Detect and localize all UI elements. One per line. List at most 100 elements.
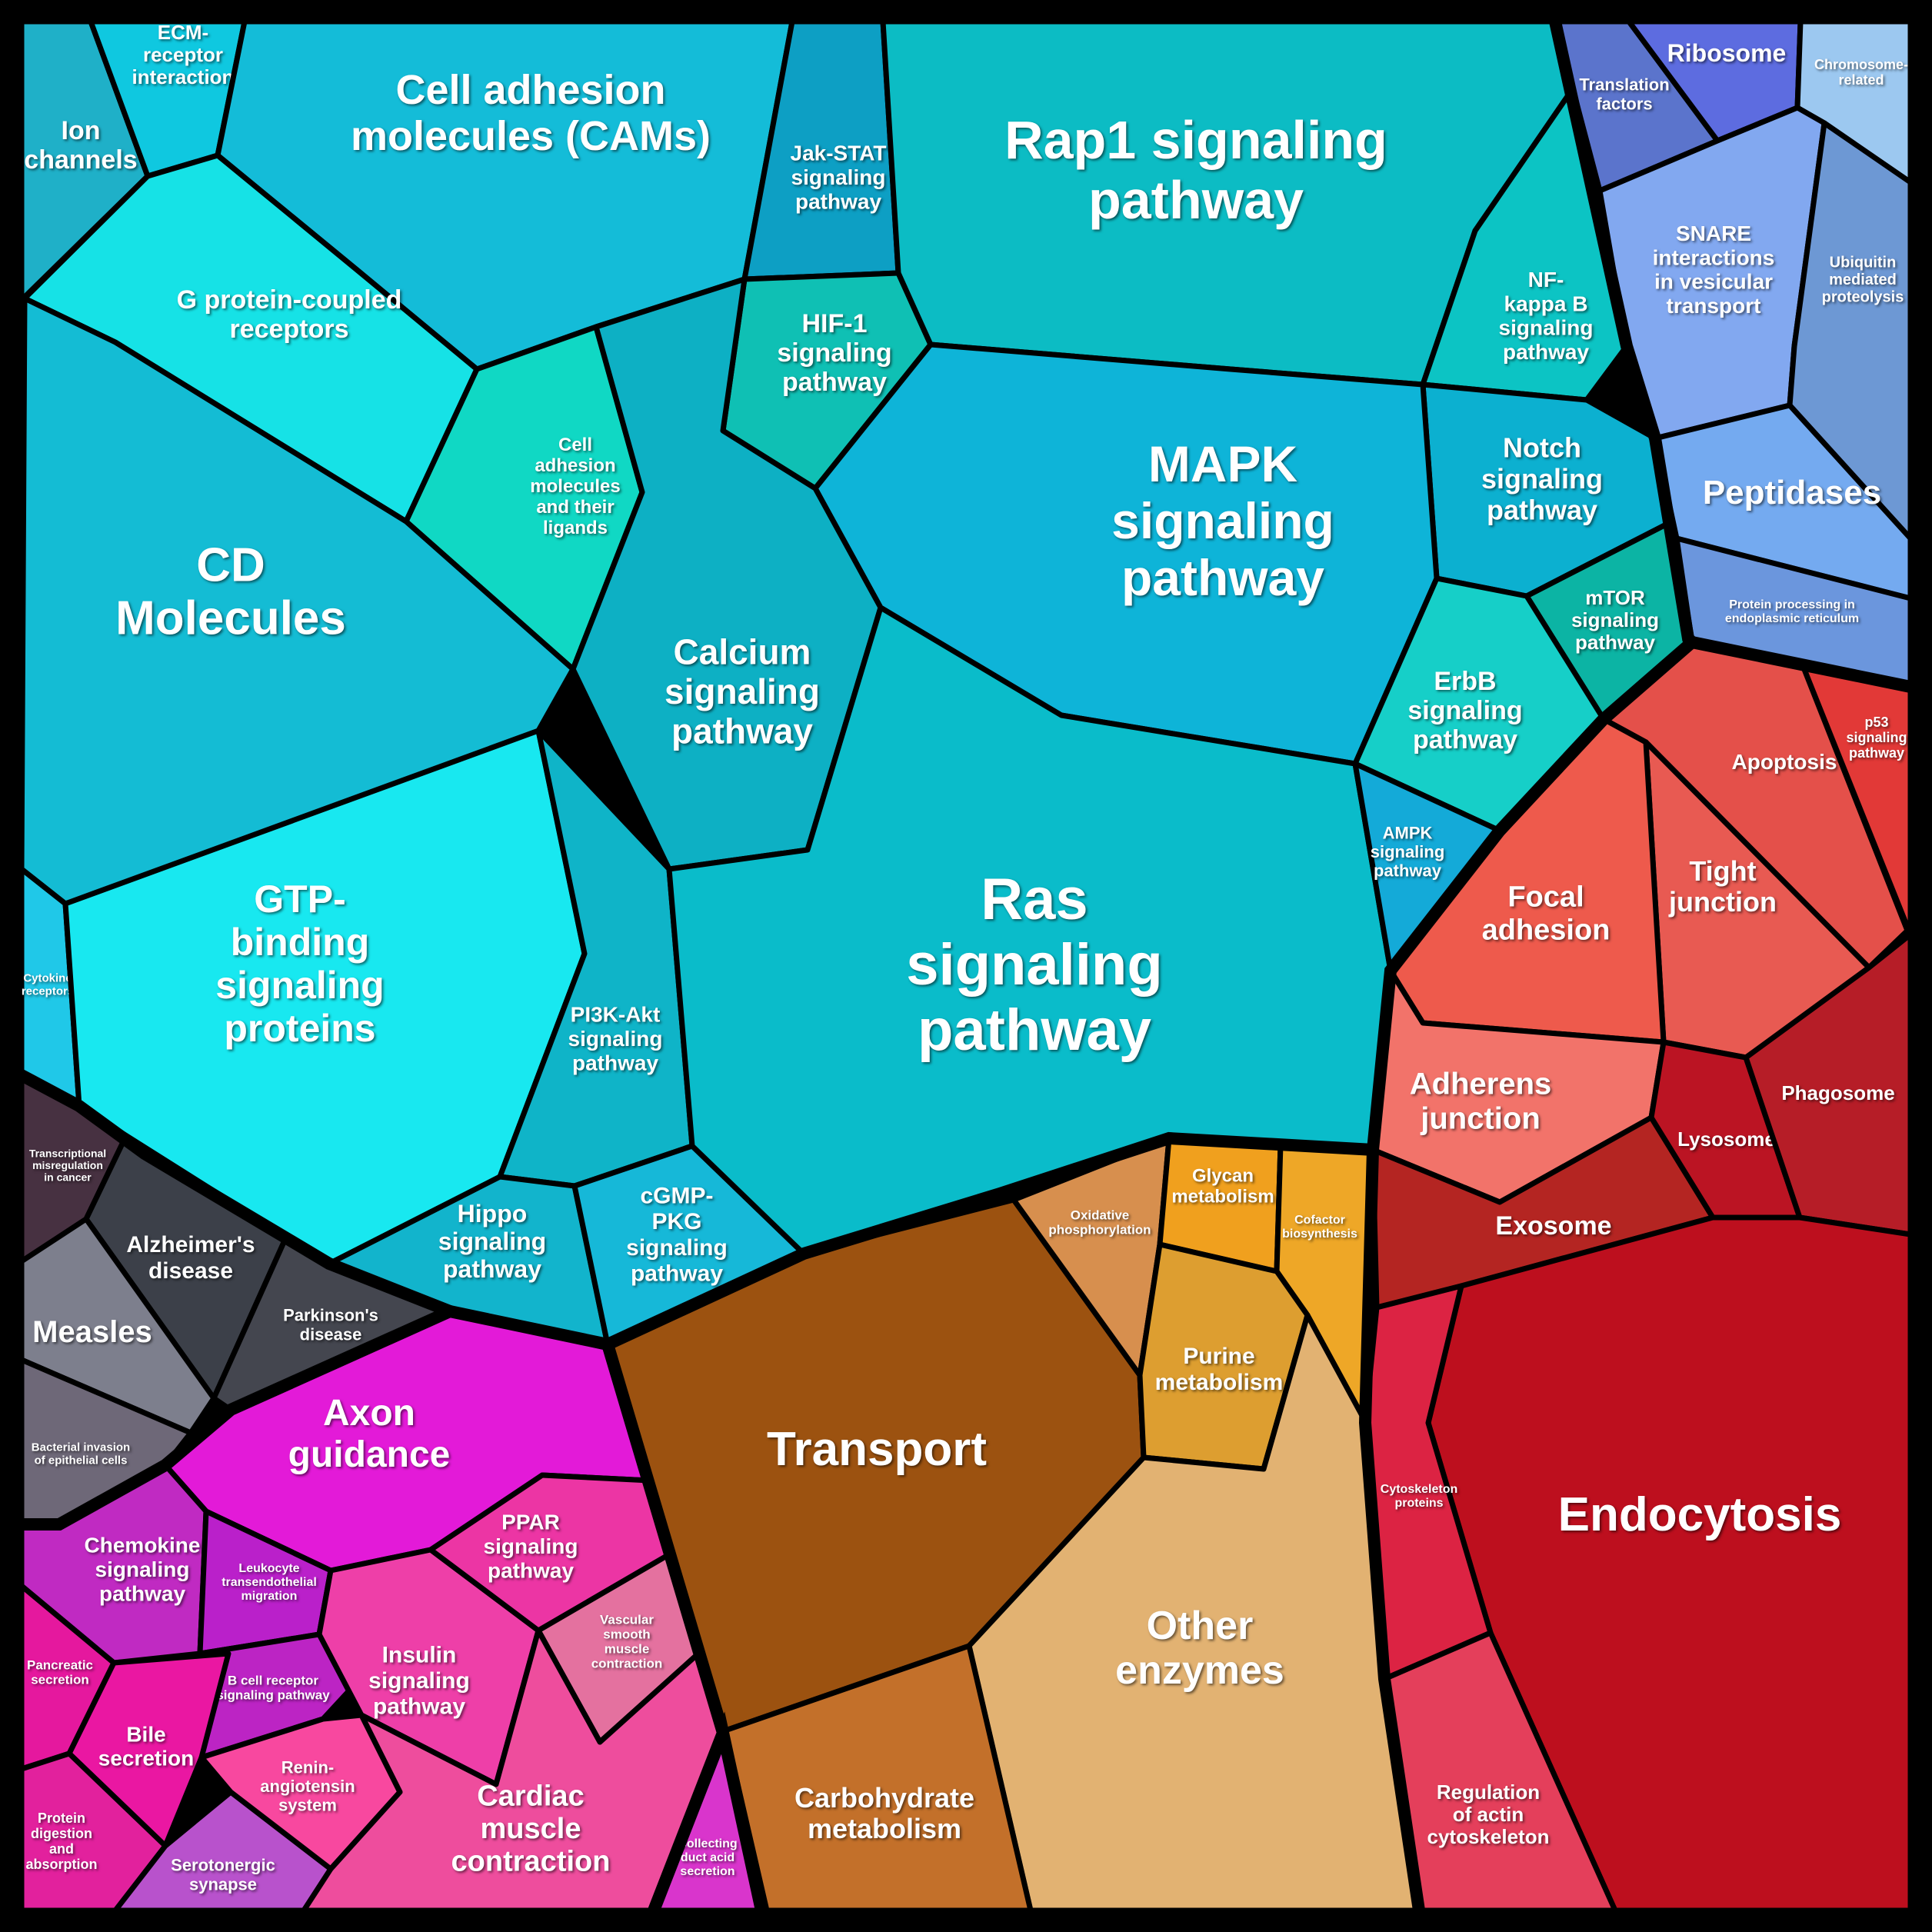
p53-label: p53 signaling pathway	[1846, 715, 1907, 761]
b-cell-receptor-label: B cell receptor signaling pathway	[216, 1673, 330, 1702]
group-boundary	[1367, 636, 1698, 1156]
cell-erbb[interactable]: ErbB signaling pathway	[1352, 575, 1607, 834]
bile-secretion-region[interactable]	[66, 1651, 232, 1849]
regulation-actin-cytoskeleton-label: Regulation of actin cytoskeleton	[1427, 1780, 1550, 1848]
cell-notch[interactable]: Notch signaling pathway	[1420, 381, 1672, 599]
cell-glycan-metabolism[interactable]: Glycan metabolism	[1157, 1135, 1284, 1274]
apoptosis-label: Apoptosis	[1732, 750, 1837, 774]
measles-label: Measles	[32, 1315, 152, 1349]
axon-guidance-label: Axon guidance	[288, 1393, 451, 1475]
erbb-label: ErbB signaling pathway	[1407, 667, 1522, 754]
endocytosis-label: Endocytosis	[1558, 1488, 1842, 1541]
transcriptional-misregulation-cancer-label: Transcriptional misregulation in cancer	[29, 1147, 106, 1183]
jak-stat-label: Jak-STAT signaling pathway	[791, 142, 887, 214]
ecm-receptor-interaction-label: ECM-receptor interaction	[132, 21, 235, 88]
group-boundary	[1686, 636, 1917, 693]
group-boundary	[601, 1131, 1379, 1351]
insulin-label: Insulin signaling pathway	[368, 1642, 470, 1719]
hif-1-label: HIF-1 signaling pathway	[777, 309, 891, 397]
transport-label: Transport	[767, 1423, 987, 1476]
cell-cardiac-muscle[interactable]: Cardiac muscle contraction	[301, 1627, 728, 1914]
chemokine-label: Chemokine signaling pathway	[85, 1534, 201, 1606]
phagosome-label: Phagosome	[1781, 1081, 1894, 1104]
cell-chemokine[interactable]: Chemokine signaling pathway	[18, 1462, 209, 1666]
mtor-label: mTOR signaling pathway	[1571, 586, 1659, 654]
hippo-label: Hippo signaling pathway	[438, 1200, 546, 1283]
group-boundary	[601, 1338, 729, 1739]
alzheimers-disease-label: Alzheimer's disease	[126, 1232, 255, 1284]
ribosome-label: Ribosome	[1667, 39, 1787, 67]
renin-angiotensin-label: Renin-angiotensin system	[260, 1757, 355, 1814]
gtp-binding-signaling-proteins-label: GTP-binding signaling proteins	[215, 878, 384, 1050]
ppar-label: PPAR signaling pathway	[484, 1511, 578, 1583]
cell-snare-interactions[interactable]: SNARE interactions in vesicular transport	[1597, 105, 1827, 441]
cell-rap1[interactable]: Rap1 signaling pathway	[880, 18, 1574, 388]
group-boundary	[15, 1305, 456, 1531]
cell-oxidative-phosphorylation[interactable]: Oxidative phosphorylation	[1011, 1135, 1172, 1378]
cell-transport[interactable]: Transport	[605, 1197, 1147, 1734]
bacterial-invasion-label: Bacterial invasion of epithelial cells	[32, 1441, 130, 1467]
cell-ppar[interactable]: PPAR signaling pathway	[428, 1472, 674, 1634]
oxidative-phosphorylation-label: Oxidative phosphorylation	[1048, 1208, 1151, 1237]
cell-lysosome[interactable]: Lysosome	[1648, 1039, 1803, 1221]
cd-molecules-label: CD Molecules	[115, 538, 346, 645]
tight-junction-label: Tight junction	[1668, 855, 1777, 918]
snare-interactions-label: SNARE interactions in vesicular transport	[1653, 222, 1775, 318]
rap1-label: Rap1 signaling pathway	[1004, 110, 1387, 230]
pi3k-akt-label: PI3K-Akt signaling pathway	[568, 1003, 663, 1075]
group-boundary	[15, 1069, 456, 1317]
translation-factors-label: Translation factors	[1579, 75, 1669, 114]
cytoskeleton-proteins-label: Cytoskeleton proteins	[1381, 1483, 1457, 1510]
cell-peptidases[interactable]: Peptidases	[1652, 402, 1914, 601]
cell-hippo[interactable]: Hippo signaling pathway	[326, 1174, 611, 1347]
cell-ubiquitin-mediated-proteolysis[interactable]: Ubiquitin mediated proteolysis	[1787, 120, 1914, 541]
ras-label: Ras signaling pathway	[906, 867, 1163, 1063]
carbohydrate-metabolism-label: Carbohydrate metabolism	[794, 1782, 974, 1844]
nf-kappa-b-region[interactable]	[1420, 88, 1630, 403]
collecting-duct-label: Collecting duct acid secretion	[678, 1837, 737, 1878]
cam-ligands-label: Cell adhesion molecules and their ligands	[530, 435, 620, 538]
glycan-metabolism-label: Glycan metabolism	[1171, 1166, 1274, 1208]
bile-secretion-label: Bile secretion	[98, 1722, 195, 1770]
cell-cgmp-pkg[interactable]: cGMP-PKG signaling pathway	[571, 1143, 807, 1347]
cell-bile-secretion[interactable]: Bile secretion	[66, 1651, 232, 1849]
leukocyte-transendothelial-label: Leukocyte transendothelial migration	[222, 1562, 317, 1603]
cardiac-muscle-label: Cardiac muscle contraction	[451, 1780, 611, 1877]
cell-ras[interactable]: Ras signaling pathway	[666, 605, 1394, 1257]
calcium-label: Calcium signaling pathway	[665, 631, 820, 751]
serotonergic-synapse-label: Serotonergic synapse	[171, 1856, 275, 1894]
pancreatic-secretion-label: Pancreatic secretion	[27, 1657, 93, 1687]
cgmp-pkg-label: cGMP-PKG signaling pathway	[626, 1184, 728, 1287]
cell-adhesion-molecules-cams-label: Cell adhesion molecules (CAMs)	[351, 67, 711, 159]
exosome-label: Exosome	[1495, 1211, 1611, 1241]
peptidases-label: Peptidases	[1703, 474, 1881, 511]
chromosome-related-label: Chromosome-related	[1814, 57, 1908, 88]
cofactor-biosynthesis-label: Cofactor biosynthesis	[1282, 1214, 1357, 1241]
group-boundary	[1358, 1144, 1425, 1917]
lysosome-label: Lysosome	[1677, 1128, 1776, 1151]
ion-channels-label: Ion channels	[24, 116, 137, 175]
g-protein-coupled-receptors-label: G protein-coupled receptors	[177, 285, 402, 344]
protein-digestion-label: Protein digestion and absorption	[26, 1810, 98, 1872]
ubiquitin-mediated-proteolysis-label: Ubiquitin mediated proteolysis	[1822, 255, 1904, 306]
ampk-label: AMPK signaling pathway	[1371, 823, 1445, 880]
group-boundary	[648, 1711, 768, 1917]
cytokine-receptors-label: Cytokine receptors	[22, 972, 74, 998]
group-boundary	[444, 1305, 614, 1351]
focal-adhesion-label: Focal adhesion	[1482, 881, 1611, 947]
cell-ribosome[interactable]: Ribosome	[1626, 18, 1804, 144]
vascular-smooth-muscle-label: Vascular smooth muscle contraction	[591, 1612, 663, 1671]
cell-purine-metabolism[interactable]: Purine metabolism	[1137, 1241, 1311, 1472]
mapk-label: MAPK signaling pathway	[1111, 435, 1334, 606]
cell-g-protein-coupled-receptors[interactable]: G protein-coupled receptors	[22, 152, 480, 525]
adherens-junction-label: Adherens junction	[1410, 1068, 1552, 1136]
other-enzymes-label: Other enzymes	[1115, 1604, 1284, 1693]
parkinsons-disease-label: Parkinson's disease	[283, 1306, 378, 1344]
protein-processing-er-label: Protein processing in endoplasmic reticul…	[1725, 598, 1859, 625]
notch-label: Notch signaling pathway	[1481, 432, 1603, 526]
cell-focal-adhesion[interactable]: Focal adhesion	[1387, 716, 1667, 1045]
cell-regulation-actin-cytoskeleton[interactable]: Regulation of actin cytoskeleton	[1381, 1630, 1618, 1914]
